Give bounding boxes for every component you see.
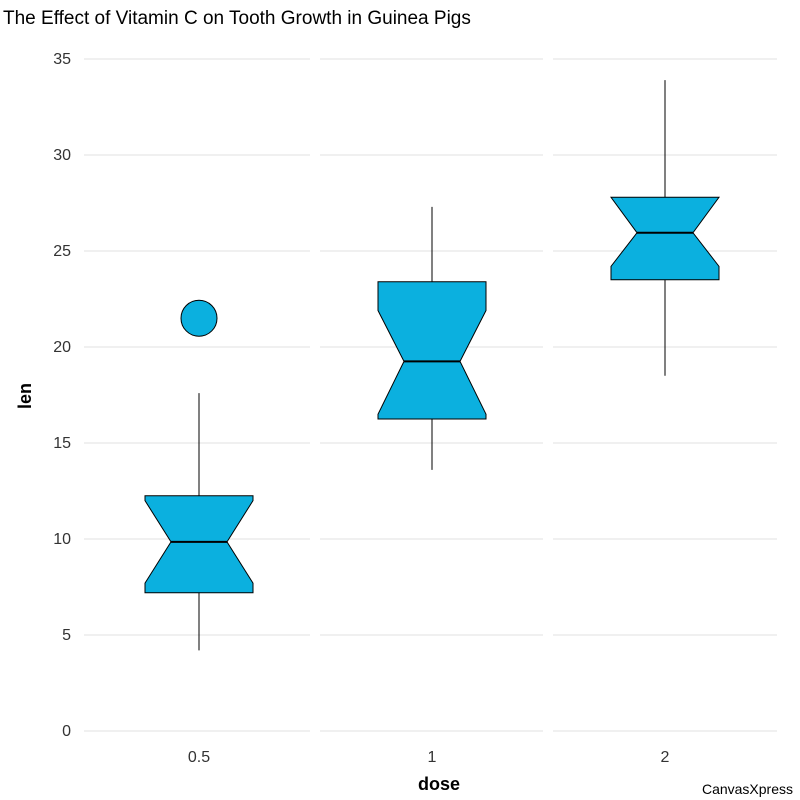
y-tick-label: 35	[53, 51, 71, 68]
y-tick-label: 15	[53, 435, 71, 452]
box-body	[377, 281, 487, 420]
y-tick-label: 0	[62, 723, 71, 740]
x-axis-ticks: 0.5 1 2	[188, 749, 670, 766]
box-group-0.5	[144, 299, 254, 651]
x-tick-label: 1	[428, 749, 437, 766]
box-body	[610, 196, 720, 281]
box-plots	[144, 80, 720, 651]
x-tick-label: 2	[661, 749, 670, 766]
y-tick-label: 20	[53, 339, 71, 356]
outlier-point	[180, 299, 218, 337]
x-axis-label: dose	[418, 774, 460, 794]
y-tick-label: 25	[53, 243, 71, 260]
y-axis-ticks: 0 5 10 15 20 25 30 35	[53, 51, 71, 740]
chart-title: The Effect of Vitamin C on Tooth Growth …	[3, 8, 471, 29]
credit-text: CanvasXpress	[702, 781, 793, 797]
x-tick-label: 0.5	[188, 749, 210, 766]
y-axis-label: len	[15, 383, 35, 409]
box-body	[144, 495, 254, 594]
box-group-2	[610, 80, 720, 376]
y-tick-label: 10	[53, 531, 71, 548]
y-tick-label: 5	[62, 627, 71, 644]
y-tick-label: 30	[53, 147, 71, 164]
box-group-1	[377, 206, 487, 470]
